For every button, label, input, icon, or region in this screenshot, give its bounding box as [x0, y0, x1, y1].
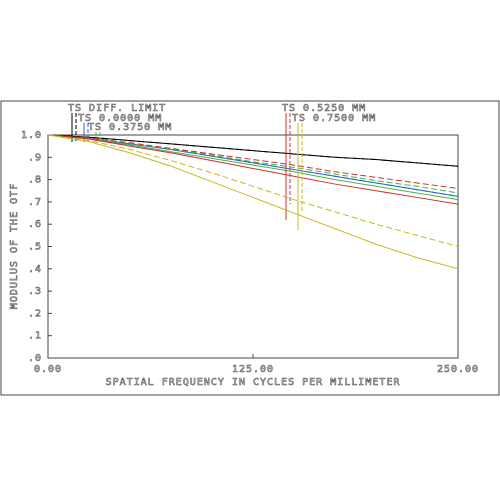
- mtf-line: [47, 134, 459, 194]
- y-tick-label: .3: [28, 286, 42, 297]
- y-tick-label: .2: [28, 308, 42, 319]
- mtf-line: [47, 134, 459, 167]
- mtf-line: [47, 134, 459, 205]
- mtf-line: [47, 134, 459, 197]
- mtf-line: [47, 134, 459, 190]
- x-tick-label: 0.00: [34, 364, 62, 375]
- mtf-line: [47, 134, 459, 167]
- mtf-line: [47, 134, 459, 201]
- y-tick-label: 1.0: [21, 130, 42, 141]
- legend-label: TS 0.5250 MM: [282, 103, 366, 114]
- y-tick-label: .5: [28, 242, 42, 253]
- y-tick-label: .6: [28, 219, 42, 230]
- x-tick-label: 125.00: [232, 364, 274, 375]
- x-axis-title: SPATIAL FREQUENCY IN CYCLES PER MILLIMET…: [106, 377, 401, 388]
- y-tick-label: .1: [28, 331, 42, 342]
- y-tick-label: .9: [28, 152, 42, 163]
- legend-label: TS 0.3750 MM: [88, 122, 172, 133]
- legend-label: TS 0.0000 MM: [78, 113, 162, 124]
- x-tick-label: 250.00: [437, 364, 479, 375]
- y-tick-label: .4: [28, 264, 42, 275]
- legend-label: TS DIFF. LIMIT: [68, 103, 166, 114]
- frame: [0, 100, 500, 396]
- y-axis-title: MODULUS OF THE OTF: [9, 183, 20, 309]
- y-tick-label: .7: [28, 197, 42, 208]
- mtf-line: [47, 134, 459, 247]
- legend-label: TS 0.7500 MM: [292, 113, 376, 124]
- y-tick-label: .8: [28, 175, 42, 186]
- mtf-line: [47, 134, 459, 197]
- y-tick-label: .0: [28, 353, 42, 364]
- mtf-line: [47, 134, 459, 270]
